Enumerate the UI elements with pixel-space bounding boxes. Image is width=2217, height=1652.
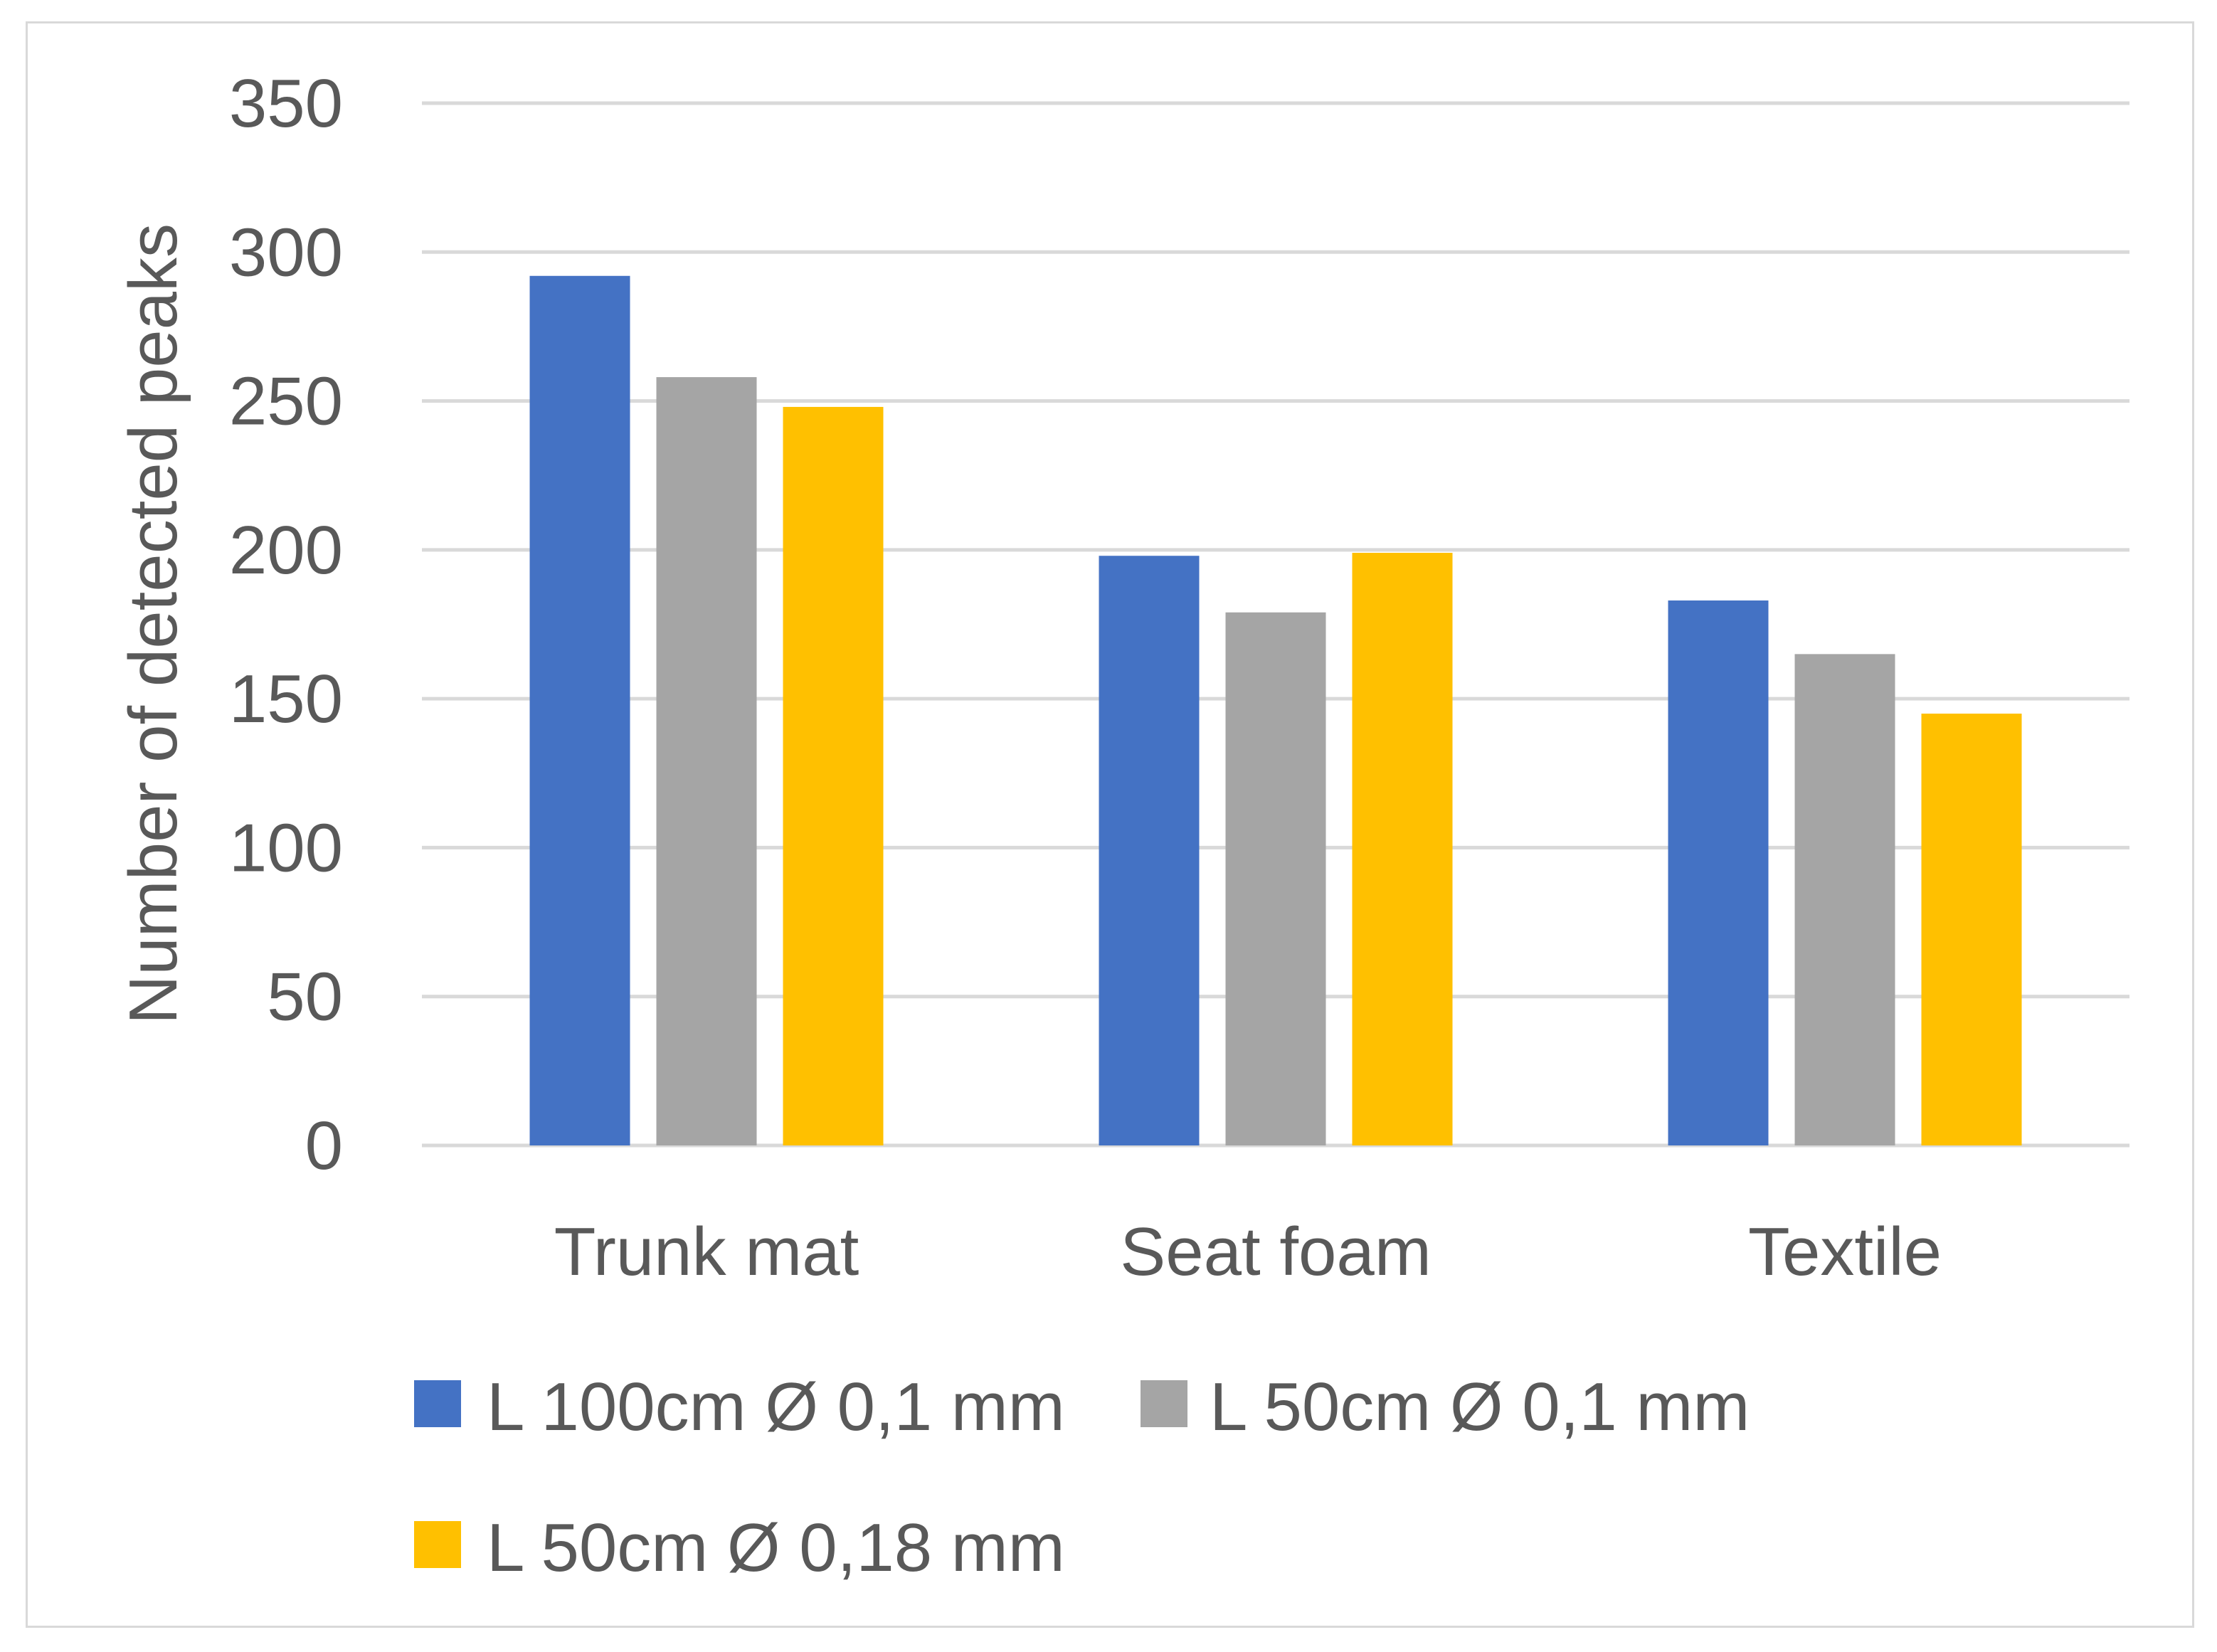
bar-trunk-mat-series-3 [783, 406, 884, 1145]
x-category-label: Trunk mat [554, 1214, 859, 1290]
legend: L 100cm Ø 0,1 mm L 50cm Ø 0,1 mm L 50cm Ø … [414, 1369, 1750, 1586]
legend-label: L 100cm Ø 0,1 mm [487, 1369, 1065, 1445]
legend-swatch [414, 1521, 461, 1568]
y-tick-label: 350 [229, 65, 343, 142]
y-tick-label: 300 [229, 214, 343, 290]
legend-label: L 50cm Ø 0,1 mm [1210, 1369, 1750, 1445]
bar-seat-foam-series-2 [1225, 612, 1326, 1145]
x-category-label: Textile [1748, 1214, 1942, 1290]
y-tick-label: 100 [229, 810, 343, 886]
bar-trunk-mat-series-1 [529, 275, 630, 1145]
bar-textile-series-1 [1668, 600, 1769, 1145]
legend-swatch [1141, 1380, 1187, 1427]
bar-seat-foam-series-3 [1352, 553, 1453, 1145]
bars [529, 275, 2022, 1145]
bar-textile-series-2 [1794, 654, 1895, 1145]
y-axis-title: Number of detected peaks [115, 223, 191, 1024]
x-axis-categories: Trunk mat Seat foam Textile [554, 1214, 1942, 1290]
legend-label: L 50cm Ø 0,18 mm [487, 1510, 1065, 1586]
y-tick-label: 150 [229, 661, 343, 737]
legend-swatch [414, 1380, 461, 1427]
x-category-label: Seat foam [1120, 1214, 1432, 1290]
y-tick-label: 50 [267, 959, 343, 1035]
bar-seat-foam-series-1 [1099, 556, 1200, 1145]
bar-trunk-mat-series-2 [656, 377, 757, 1145]
y-axis-ticks: 0 50 100 150 200 250 300 350 [229, 65, 343, 1184]
y-tick-label: 200 [229, 512, 343, 588]
y-tick-label: 250 [229, 364, 343, 440]
bar-textile-series-3 [1921, 714, 2022, 1145]
y-tick-label: 0 [305, 1108, 343, 1184]
